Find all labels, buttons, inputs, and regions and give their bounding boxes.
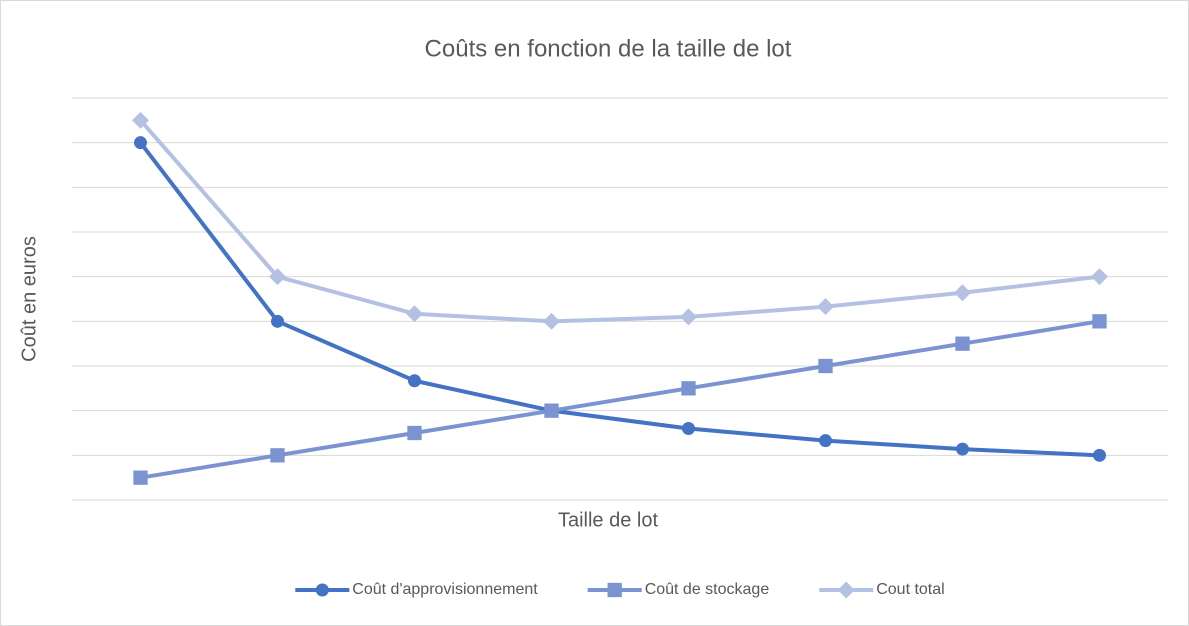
marker bbox=[134, 136, 147, 150]
legend: Coût d'approvisionnement Coût de stockage… bbox=[295, 581, 945, 599]
marker bbox=[819, 434, 832, 448]
marker bbox=[954, 284, 971, 302]
legend-label: Cout total bbox=[876, 581, 944, 598]
marker bbox=[132, 111, 149, 129]
marker bbox=[818, 358, 833, 374]
marker bbox=[406, 305, 423, 323]
marker bbox=[682, 422, 695, 436]
marker bbox=[955, 336, 970, 351]
marker bbox=[407, 425, 422, 441]
chart-title: Coûts en fonction de la taille de lot bbox=[425, 35, 792, 62]
marker bbox=[315, 583, 329, 597]
series-line bbox=[138, 119, 1100, 324]
x-axis-label: Taille de lot bbox=[558, 509, 659, 531]
marker bbox=[681, 381, 696, 396]
marker bbox=[1093, 448, 1106, 462]
marker bbox=[837, 581, 855, 599]
marker bbox=[1092, 314, 1107, 329]
marker bbox=[408, 374, 421, 388]
marker bbox=[270, 448, 285, 463]
series-line bbox=[140, 319, 1100, 480]
marker bbox=[817, 298, 834, 316]
marker bbox=[271, 314, 284, 328]
series-line bbox=[138, 141, 1100, 458]
y-axis-label: Coût en euros bbox=[18, 236, 40, 362]
marker bbox=[544, 403, 559, 418]
marker bbox=[543, 312, 560, 330]
marker bbox=[133, 470, 148, 485]
marker bbox=[680, 308, 697, 326]
marker bbox=[607, 582, 622, 598]
marker bbox=[1091, 268, 1108, 286]
marker bbox=[269, 268, 286, 286]
legend-label: Coût de stockage bbox=[645, 581, 770, 598]
marker bbox=[956, 442, 969, 456]
legend-label: Coût d'approvisionnement bbox=[352, 581, 538, 598]
